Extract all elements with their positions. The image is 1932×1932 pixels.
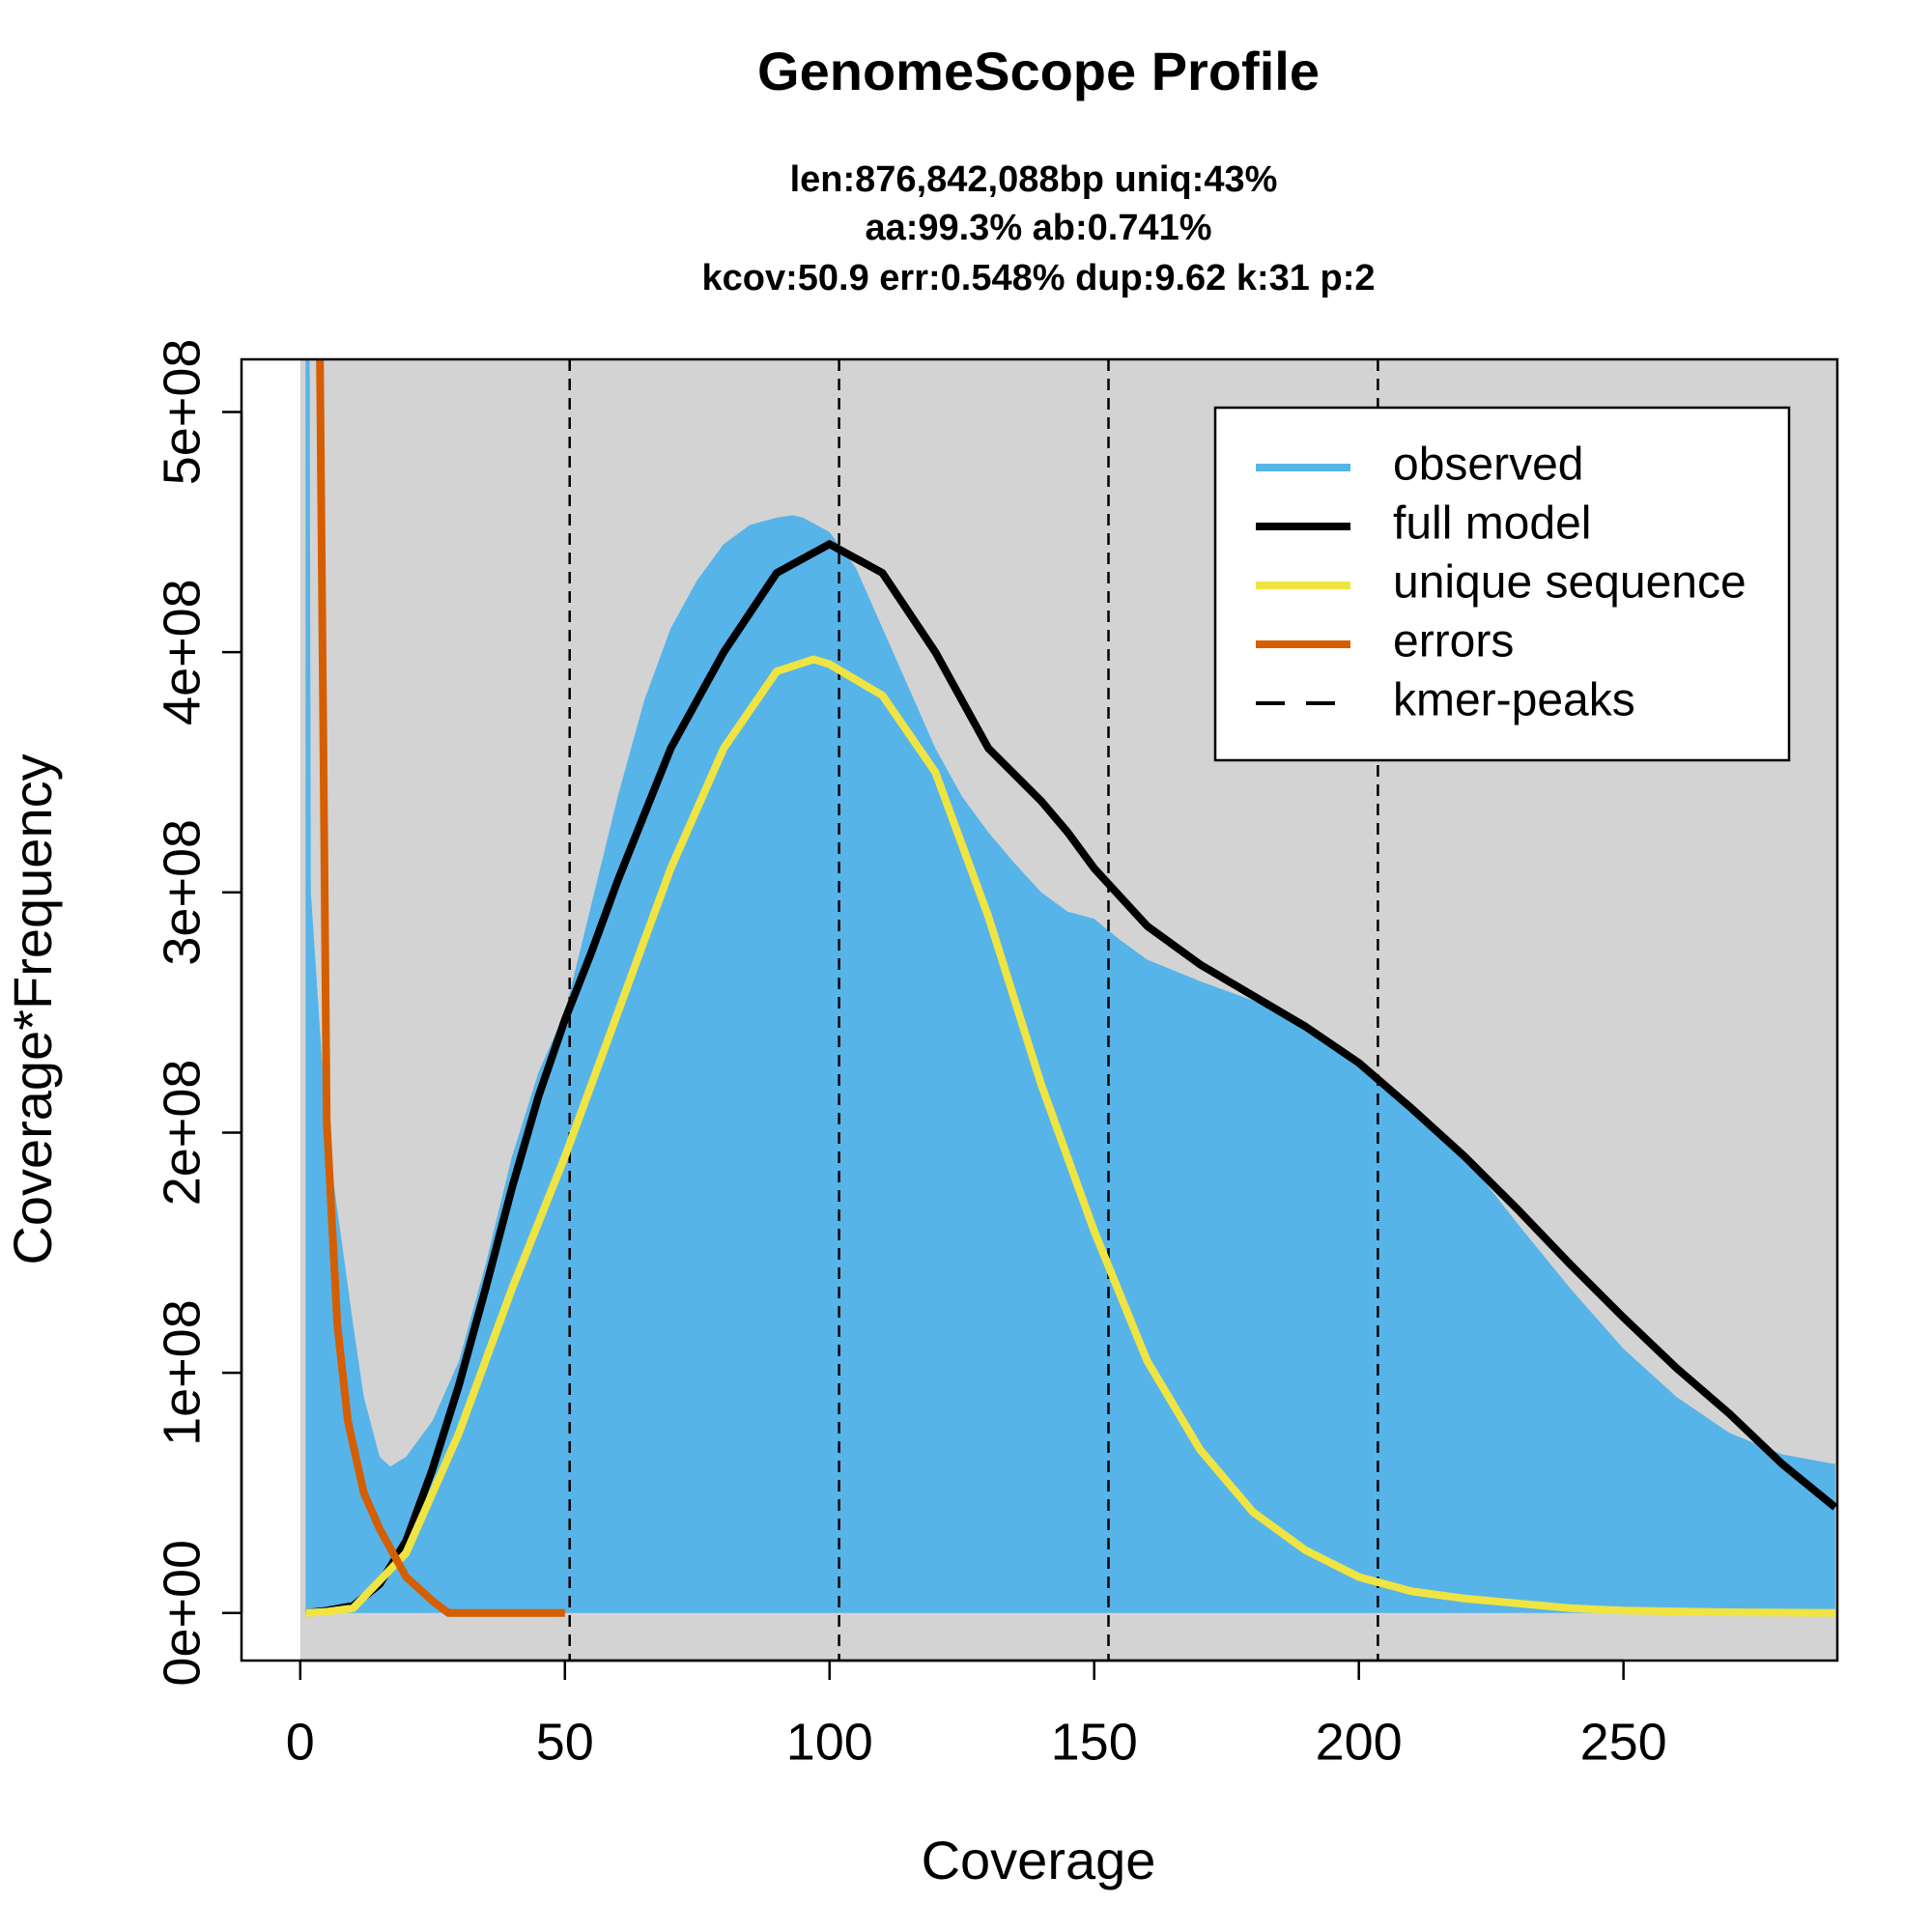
- model-line: [305, 655, 1835, 1617]
- x-tick-label: 50: [536, 1713, 594, 1771]
- y-tick-label: 3e+08: [153, 819, 211, 966]
- legend: observed full model unique sequence errors k…: [1213, 406, 1791, 762]
- y-tick-label: 1e+08: [153, 1299, 211, 1446]
- subtitle: len:876,842,088bp uniq:43%: [790, 159, 1278, 200]
- x-tick-label: 200: [1316, 1713, 1403, 1771]
- y-tick-label: 5e+08: [153, 339, 211, 486]
- x-tick-label: 0: [286, 1713, 315, 1771]
- y-tick-label: 2e+08: [153, 1060, 211, 1207]
- chart-title: GenomeScope Profile: [757, 41, 1320, 101]
- legend-label: unique sequence: [1393, 557, 1747, 609]
- y-axis-label: Coverage*Frequency: [2, 753, 63, 1264]
- plot-layer: [304, 359, 1837, 1661]
- model-line: [316, 359, 565, 1617]
- y-tick-label: 0e+00: [153, 1540, 211, 1687]
- x-axis-label: Coverage: [922, 1830, 1156, 1890]
- observed-area: [305, 359, 1835, 1613]
- legend-label: observed: [1393, 440, 1583, 491]
- subtitle: aa:99.3% ab:0.741%: [865, 208, 1211, 248]
- model-line: [304, 540, 1837, 1617]
- x-tick-label: 150: [1051, 1713, 1138, 1771]
- legend-label: kmer-peaks: [1393, 675, 1635, 726]
- x-tick-label: 100: [786, 1713, 873, 1771]
- y-tick-label: 4e+08: [153, 579, 211, 725]
- legend-label: full model: [1393, 498, 1591, 550]
- x-tick-label: 250: [1580, 1713, 1667, 1771]
- legend-label: errors: [1393, 616, 1514, 668]
- subtitle: kcov:50.9 err:0.548% dup:9.62 k:31 p:2: [701, 258, 1375, 298]
